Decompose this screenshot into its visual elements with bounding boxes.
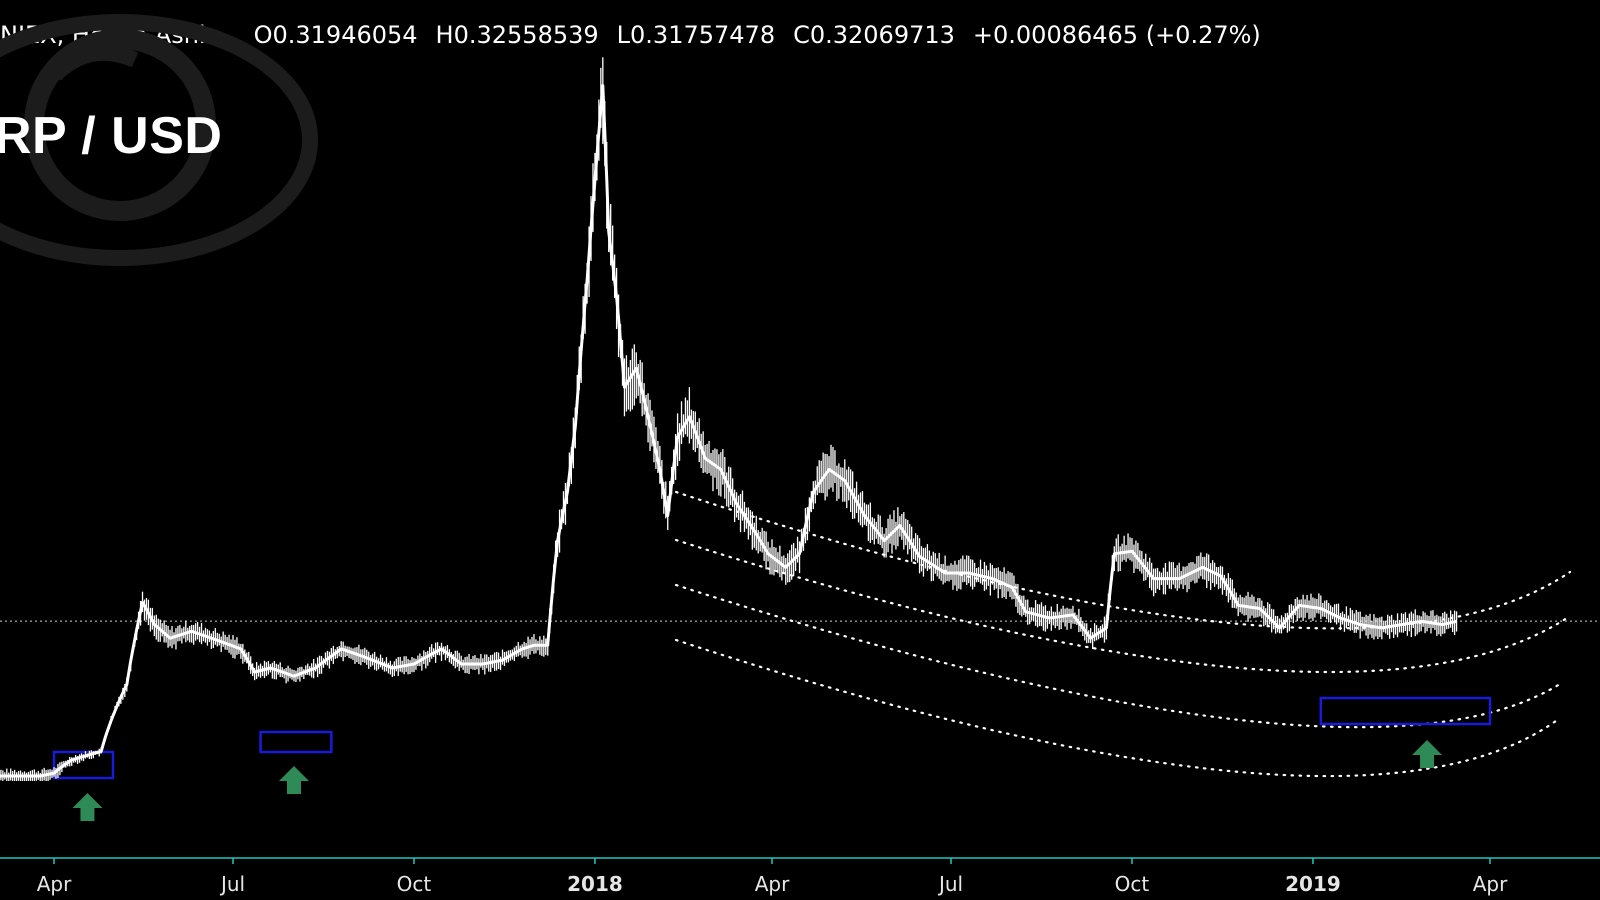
- accumulation-boxes: [52, 696, 1492, 780]
- high-value: H0.32558539: [435, 21, 599, 49]
- accumulation-box-2: [259, 730, 333, 754]
- x-tick-label: Apr: [37, 872, 72, 896]
- x-tick-label: Jul: [937, 872, 963, 896]
- pair-watermark-title: RP / USD: [0, 107, 223, 165]
- x-tick-label: 2018: [567, 872, 623, 896]
- channel-line-2: [674, 538, 1572, 674]
- accumulation-box-3: [1319, 696, 1492, 726]
- open-value: O0.31946054: [253, 21, 418, 49]
- x-tick-label: Jul: [219, 872, 245, 896]
- x-tick-label: Oct: [1115, 872, 1150, 896]
- price-series: [0, 57, 1458, 782]
- symbol-header: NIEX, Heikin Ashi O0.31946054 H0.3255853…: [0, 18, 1261, 52]
- low-value: L0.31757478: [616, 21, 776, 49]
- up-arrow-icon: [72, 793, 103, 821]
- price-body-line: [0, 84, 1457, 778]
- channel-line-1: [674, 490, 1572, 630]
- accumulation-box-1: [52, 750, 115, 780]
- up-arrow-icon: [278, 766, 309, 794]
- close-value: C0.32069713: [793, 21, 955, 49]
- x-tick-label: Apr: [755, 872, 790, 896]
- time-axis: Apr Jul Oct 2018 Apr Jul Oct 2019 Apr: [0, 857, 1600, 896]
- channel-line-3: [674, 583, 1562, 729]
- change-value: +0.00086465 (+0.27%): [972, 21, 1261, 49]
- up-arrows: [72, 740, 1443, 821]
- up-arrow-icon: [1412, 740, 1443, 768]
- x-tick-label: Oct: [397, 872, 432, 896]
- x-tick-label: 2019: [1285, 872, 1341, 896]
- eye-logo-icon: [0, 14, 318, 266]
- descending-channel: [674, 490, 1572, 778]
- x-tick-label: Apr: [1473, 872, 1508, 896]
